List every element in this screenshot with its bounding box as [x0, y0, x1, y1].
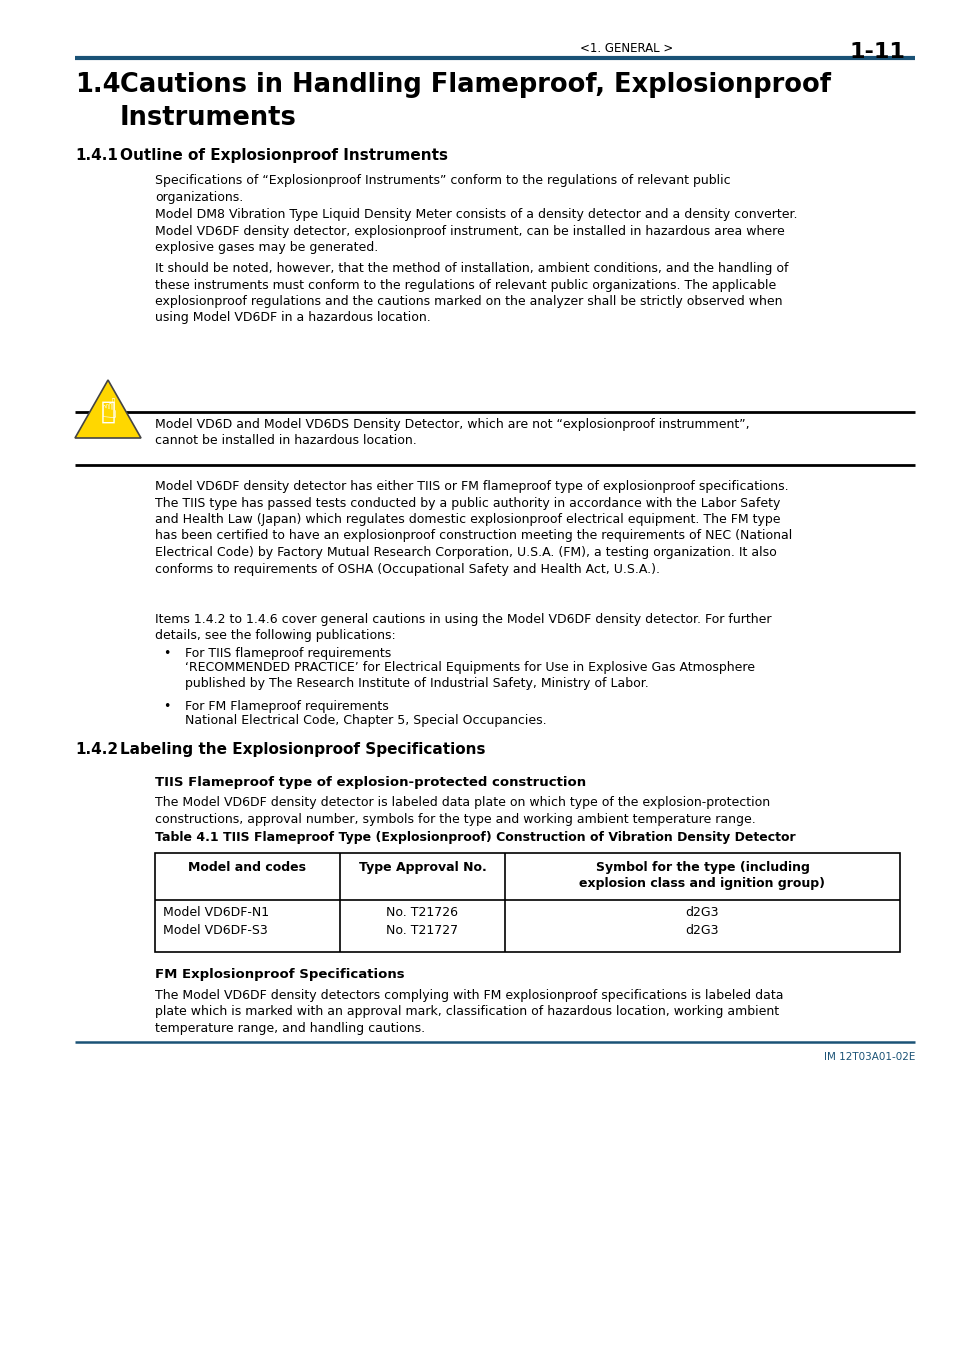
Text: No. T21726
No. T21727: No. T21726 No. T21727 [386, 906, 458, 937]
Text: ☝: ☝ [99, 396, 116, 424]
Text: For TIIS flameproof requirements: For TIIS flameproof requirements [185, 647, 391, 660]
Text: 1.4.2: 1.4.2 [75, 743, 118, 757]
Text: 1.4: 1.4 [75, 72, 120, 99]
Text: The Model VD6DF density detector is labeled data plate on which type of the expl: The Model VD6DF density detector is labe… [154, 796, 769, 825]
Text: ✋: ✋ [100, 400, 115, 424]
Text: Items 1.4.2 to 1.4.6 cover general cautions in using the Model VD6DF density det: Items 1.4.2 to 1.4.6 cover general cauti… [154, 613, 771, 643]
Text: ‘RECOMMENDED PRACTICE’ for Electrical Equipments for Use in Explosive Gas Atmosp: ‘RECOMMENDED PRACTICE’ for Electrical Eq… [185, 662, 754, 690]
Text: Model VD6DF density detector has either TIIS or FM flameproof type of explosionp: Model VD6DF density detector has either … [154, 481, 791, 575]
Text: Specifications of “Explosionproof Instruments” conform to the regulations of rel: Specifications of “Explosionproof Instru… [154, 174, 730, 204]
Text: Outline of Explosionproof Instruments: Outline of Explosionproof Instruments [120, 148, 448, 163]
Text: Model DM8 Vibration Type Liquid Density Meter consists of a density detector and: Model DM8 Vibration Type Liquid Density … [154, 208, 797, 254]
Text: Model and codes: Model and codes [189, 861, 306, 873]
Text: National Electrical Code, Chapter 5, Special Occupancies.: National Electrical Code, Chapter 5, Spe… [185, 714, 546, 728]
Text: Cautions in Handling Flameproof, Explosionproof: Cautions in Handling Flameproof, Explosi… [120, 72, 830, 99]
Text: Type Approval No.: Type Approval No. [358, 861, 486, 873]
Text: Labeling the Explosionproof Specifications: Labeling the Explosionproof Specificatio… [120, 743, 485, 757]
Text: Model VD6DF-N1
Model VD6DF-S3: Model VD6DF-N1 Model VD6DF-S3 [163, 906, 269, 937]
Text: Table 4.1 TIIS Flameproof Type (Explosionproof) Construction of Vibration Densit: Table 4.1 TIIS Flameproof Type (Explosio… [154, 832, 795, 844]
Bar [154, 853, 899, 952]
Text: TIIS Flameproof type of explosion-protected construction: TIIS Flameproof type of explosion-protec… [154, 776, 585, 788]
Text: •: • [163, 701, 171, 713]
Text: IM 12T03A01-02E: IM 12T03A01-02E [822, 1052, 914, 1062]
Text: 1.4.1: 1.4.1 [75, 148, 118, 163]
Text: •: • [163, 647, 171, 660]
Text: FM Explosionproof Specifications: FM Explosionproof Specifications [154, 968, 404, 981]
Text: <1. GENERAL >: <1. GENERAL > [579, 42, 673, 55]
Text: Symbol for the type (including
explosion class and ignition group): Symbol for the type (including explosion… [578, 861, 824, 890]
Text: The Model VD6DF density detectors complying with FM explosionproof specification: The Model VD6DF density detectors comply… [154, 990, 782, 1035]
Text: It should be noted, however, that the method of installation, ambient conditions: It should be noted, however, that the me… [154, 262, 788, 324]
Text: Instruments: Instruments [120, 105, 296, 131]
Text: For FM Flameproof requirements: For FM Flameproof requirements [185, 701, 388, 713]
Text: d2G3
d2G3: d2G3 d2G3 [685, 906, 719, 937]
Text: Model VD6D and Model VD6DS Density Detector, which are not “explosionproof instr: Model VD6D and Model VD6DS Density Detec… [154, 418, 749, 447]
Text: 1-11: 1-11 [848, 42, 904, 62]
Polygon shape [75, 379, 141, 437]
